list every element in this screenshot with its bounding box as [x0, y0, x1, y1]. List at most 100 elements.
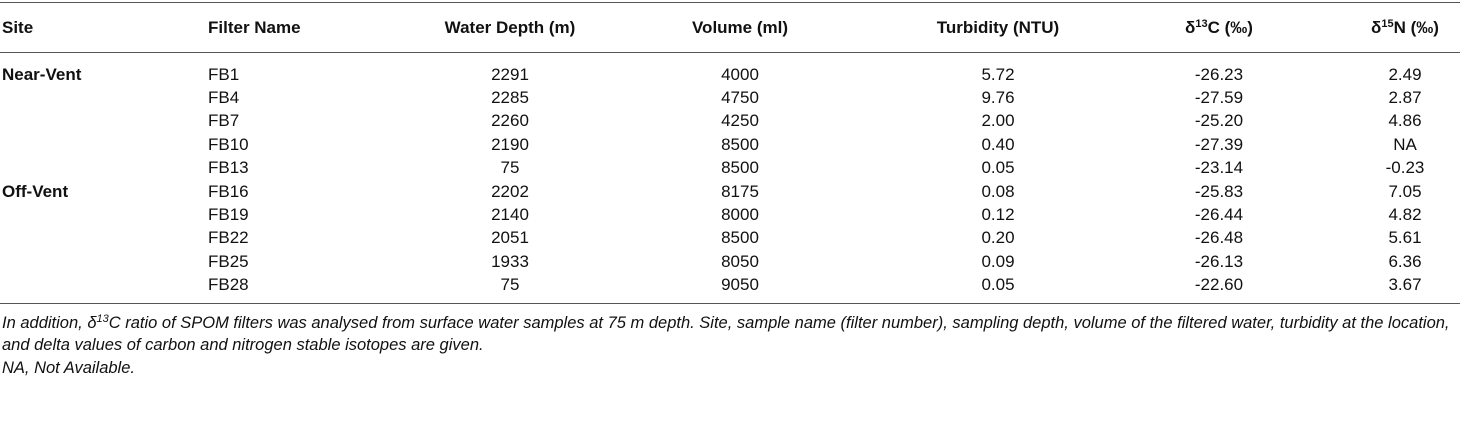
- cell: 7.05: [1388, 181, 1422, 201]
- site-cell: [0, 227, 206, 250]
- cell: FB13: [208, 158, 249, 178]
- cell: 0.40: [981, 134, 1015, 154]
- cell: 0.09: [981, 251, 1015, 271]
- site-cell: [0, 133, 206, 156]
- cell: -26.48: [1194, 228, 1244, 248]
- cell: 2285: [491, 88, 529, 108]
- table-row: Off-Vent FB16 2202 8175 0.08 -25.83 7.05: [0, 180, 1460, 203]
- site-cell: Near-Vent: [2, 64, 82, 84]
- cell: -22.60: [1194, 275, 1244, 295]
- cell: 4250: [721, 111, 759, 131]
- cell: 2190: [491, 134, 529, 154]
- cell: 8175: [721, 181, 759, 201]
- footnote-text: In addition,: [2, 313, 88, 332]
- cell: 9.76: [981, 88, 1015, 108]
- cell: 0.12: [981, 205, 1015, 225]
- cell: 75: [500, 275, 520, 295]
- cell: 0.08: [981, 181, 1015, 201]
- site-cell: [0, 203, 206, 226]
- cell: 2260: [491, 111, 529, 131]
- site-cell: [0, 250, 206, 273]
- table-row: FB22 2051 8500 0.20 -26.48 5.61: [0, 227, 1460, 250]
- table-body: Near-Vent FB1 2291 4000 5.72 -26.23 2.49 FB4 228…: [0, 53, 1460, 304]
- cell: 4.82: [1388, 205, 1422, 225]
- site-cell: [0, 157, 206, 180]
- cell: 2.87: [1388, 88, 1422, 108]
- footnote-text: C ratio of SPOM filters was analysed fro…: [2, 313, 1450, 355]
- table-header: Site Filter Name Water Depth (m) Volume (ml…: [0, 2, 1460, 53]
- cell: 75: [500, 158, 520, 178]
- header-cell: Water Depth (m): [444, 17, 576, 37]
- cell: -23.14: [1194, 158, 1244, 178]
- cell: FB25: [208, 251, 249, 271]
- footnote: In addition, δ13C ratio of SPOM filters …: [2, 312, 1452, 357]
- cell: 8500: [721, 158, 759, 178]
- cell: 2140: [491, 205, 529, 225]
- cell: 4.86: [1388, 111, 1422, 131]
- table-row: FB7 2260 4250 2.00 -25.20 4.86: [0, 110, 1460, 133]
- cell: -27.59: [1194, 88, 1244, 108]
- cell: 0.20: [981, 228, 1015, 248]
- header-cell: δ15N (‰): [1310, 3, 1460, 53]
- cell: 2051: [491, 228, 529, 248]
- cell: 2.49: [1388, 64, 1422, 84]
- cell: FB4: [208, 88, 240, 108]
- table-row: FB4 2285 4750 9.76 -27.59 2.87: [0, 86, 1460, 109]
- cell: 2.00: [981, 111, 1015, 131]
- cell: 8050: [721, 251, 759, 271]
- site-cell: [0, 274, 206, 304]
- cell: 2202: [491, 181, 529, 201]
- cell: 8000: [721, 205, 759, 225]
- cell: FB1: [208, 64, 240, 84]
- cell: 3.67: [1388, 275, 1422, 295]
- cell: FB7: [208, 111, 240, 131]
- superscript: 13: [96, 312, 109, 325]
- site-cell: Off-Vent: [2, 181, 69, 201]
- cell: 9050: [721, 275, 759, 295]
- superscript: 13: [1195, 17, 1208, 30]
- cell: -25.20: [1194, 111, 1244, 131]
- footnote: NA, Not Available.: [2, 358, 135, 377]
- cell: -0.23: [1385, 158, 1425, 178]
- cell: 0.05: [981, 275, 1015, 295]
- table-row: FB25 1933 8050 0.09 -26.13 6.36: [0, 250, 1460, 273]
- header-text: C (‰): [1207, 17, 1253, 37]
- cell: FB10: [208, 134, 249, 154]
- table-row: FB19 2140 8000 0.12 -26.44 4.82: [0, 203, 1460, 226]
- cell: 8500: [721, 228, 759, 248]
- header-cell: Turbidity (NTU): [936, 17, 1060, 37]
- cell: 5.61: [1388, 228, 1422, 248]
- cell: 4750: [721, 88, 759, 108]
- cell: -26.44: [1194, 205, 1244, 225]
- header-text: δ: [1185, 17, 1196, 37]
- cell: -26.13: [1194, 251, 1244, 271]
- cell: FB19: [208, 205, 249, 225]
- cell: 1933: [491, 251, 529, 271]
- cell: 8500: [721, 134, 759, 154]
- table-row: Near-Vent FB1 2291 4000 5.72 -26.23 2.49: [0, 53, 1460, 87]
- table-row: FB13 75 8500 0.05 -23.14 -0.23: [0, 157, 1460, 180]
- cell: FB28: [208, 275, 249, 295]
- cell: 0.05: [981, 158, 1015, 178]
- header-cell: Site: [2, 17, 34, 37]
- cell: 2291: [491, 64, 529, 84]
- cell: FB16: [208, 181, 249, 201]
- cell: -25.83: [1194, 181, 1244, 201]
- table-row: FB28 75 9050 0.05 -22.60 3.67: [0, 274, 1460, 304]
- superscript: 15: [1381, 17, 1394, 30]
- header-cell: δ13C (‰): [1128, 3, 1310, 53]
- cell: 4000: [721, 64, 759, 84]
- site-cell: [0, 86, 206, 109]
- cell: 5.72: [981, 64, 1015, 84]
- header-row: Site Filter Name Water Depth (m) Volume (ml…: [0, 2, 1460, 53]
- cell: 6.36: [1388, 251, 1422, 271]
- header-text: N (‰): [1393, 17, 1439, 37]
- cell: -26.23: [1194, 64, 1244, 84]
- footnotes: In addition, δ13C ratio of SPOM filters …: [2, 312, 1452, 380]
- header-text: δ: [1371, 17, 1382, 37]
- site-cell: [0, 110, 206, 133]
- table-row: FB10 2190 8500 0.40 -27.39 NA: [0, 133, 1460, 156]
- header-cell: Volume (ml): [691, 17, 789, 37]
- cell: NA: [1393, 134, 1417, 154]
